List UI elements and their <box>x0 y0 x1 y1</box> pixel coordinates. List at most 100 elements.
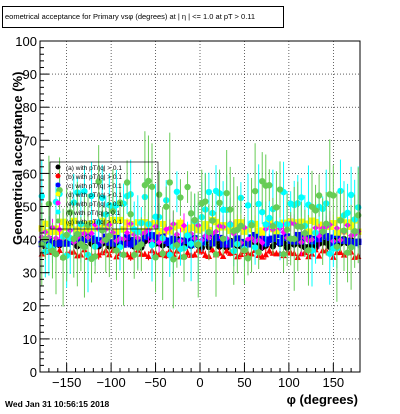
data-point <box>315 192 323 199</box>
data-point <box>127 211 134 218</box>
data-point <box>187 240 195 247</box>
legend-label: (a) with pT/|q| > 0.1 <box>66 165 122 172</box>
data-point <box>280 251 287 258</box>
data-point <box>173 188 181 195</box>
data-point <box>344 249 351 256</box>
data-series <box>38 131 362 309</box>
data-point <box>173 241 181 249</box>
data-point <box>209 217 216 224</box>
data-point <box>127 241 134 248</box>
data-point <box>138 241 145 248</box>
data-point <box>241 247 248 254</box>
data-point <box>109 208 117 215</box>
data-point <box>155 191 163 198</box>
data-point <box>52 250 60 258</box>
data-point <box>184 248 191 256</box>
data-point <box>255 200 262 208</box>
data-point <box>184 183 191 191</box>
data-point <box>180 222 188 229</box>
data-point <box>276 222 284 229</box>
data-point <box>95 178 102 185</box>
y-tick-label: 20 <box>23 299 37 314</box>
data-point <box>351 228 358 235</box>
data-point <box>163 203 170 210</box>
data-point <box>116 199 124 206</box>
data-point <box>319 228 326 235</box>
data-point <box>155 228 163 235</box>
data-point <box>99 227 106 234</box>
data-point <box>113 247 120 254</box>
legend-marker <box>55 164 61 170</box>
x-tick-label: 100 <box>278 375 300 390</box>
data-point <box>131 251 138 259</box>
x-tick-label: 150 <box>322 375 344 390</box>
y-axis-label: Geometrical acceptance (%) <box>10 72 25 245</box>
data-point <box>187 210 195 217</box>
data-point <box>95 219 102 226</box>
data-point <box>347 191 355 199</box>
data-point <box>337 217 344 224</box>
x-tick-label: −100 <box>96 375 125 390</box>
data-point <box>81 188 88 195</box>
y-tick-label: 80 <box>23 100 37 115</box>
legend-label: (d) with pT/|q| > 0.1 <box>66 192 122 199</box>
y-tick-label: 70 <box>23 133 37 148</box>
data-point <box>251 187 259 195</box>
data-point <box>340 227 348 234</box>
data-point <box>227 206 234 213</box>
data-point <box>259 253 266 260</box>
data-point <box>202 251 209 258</box>
data-point <box>70 235 77 243</box>
timestamp: Wed Jan 31 10:56:15 2018 <box>5 399 110 409</box>
data-point <box>145 177 152 185</box>
data-point <box>259 177 266 185</box>
x-tick-label: −150 <box>52 375 81 390</box>
data-point <box>298 194 305 201</box>
data-point <box>202 198 209 205</box>
data-point <box>291 235 298 243</box>
data-point <box>326 250 333 257</box>
data-point <box>216 199 223 207</box>
data-point <box>177 194 184 201</box>
legend: (a) with pT/|q| > 0.1 (b) with pT/|q| > 0… <box>49 161 159 230</box>
legend-label: (e) with pT/|q| > 0.1 <box>66 201 122 208</box>
data-point <box>81 244 88 251</box>
data-point <box>347 244 355 251</box>
data-point <box>91 253 99 260</box>
x-tick-label: 0 <box>196 375 203 390</box>
data-point <box>223 247 230 254</box>
legend-marker <box>55 182 61 188</box>
data-point <box>244 202 252 209</box>
data-point <box>244 235 252 243</box>
data-point <box>305 247 312 254</box>
data-point <box>301 229 309 237</box>
data-point <box>266 214 273 222</box>
data-point <box>56 226 63 233</box>
data-point <box>148 241 156 249</box>
data-point <box>184 232 191 239</box>
data-point <box>262 221 269 228</box>
data-point <box>59 254 67 261</box>
data-point <box>248 222 255 229</box>
chart-title: eometrical acceptance for Primary vsφ (d… <box>2 6 284 28</box>
data-point <box>74 230 81 238</box>
data-point <box>266 247 273 254</box>
data-point <box>205 228 213 236</box>
data-point <box>191 216 198 224</box>
data-point <box>123 179 131 186</box>
data-point <box>219 252 227 260</box>
data-point <box>166 251 173 259</box>
y-tick-label: 100 <box>15 34 37 49</box>
data-point <box>166 179 173 186</box>
data-point <box>262 250 269 258</box>
data-point <box>42 235 49 243</box>
data-point <box>88 192 95 200</box>
data-point <box>266 182 273 189</box>
data-point <box>337 248 344 256</box>
data-point <box>84 221 92 229</box>
data-point <box>298 223 305 230</box>
data-point <box>212 251 220 258</box>
data-point <box>88 230 95 237</box>
legend-marker <box>55 218 61 224</box>
